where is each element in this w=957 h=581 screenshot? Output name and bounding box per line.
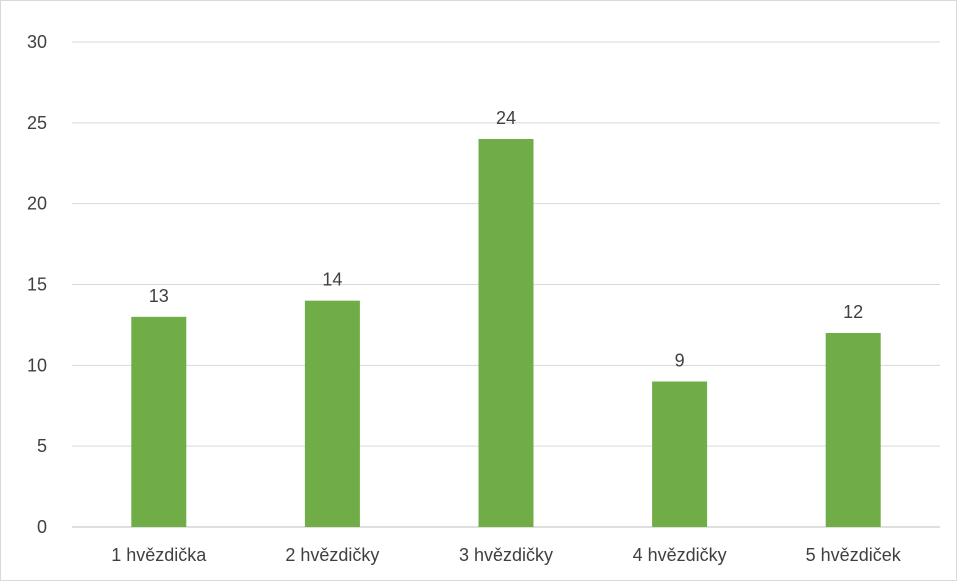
x-tick-label: 5 hvězdiček bbox=[806, 545, 902, 565]
y-tick-label: 25 bbox=[27, 113, 47, 133]
y-tick-label: 5 bbox=[37, 436, 47, 456]
bar bbox=[131, 316, 187, 527]
bar bbox=[652, 381, 708, 527]
data-labels: 13 14 24 9 12 bbox=[149, 108, 863, 371]
bar bbox=[478, 139, 534, 527]
x-tick-label: 1 hvězdička bbox=[111, 545, 207, 565]
y-tick-label: 0 bbox=[37, 517, 47, 537]
bar-series bbox=[131, 139, 881, 527]
y-tick-label: 15 bbox=[27, 275, 47, 295]
y-tick-label: 30 bbox=[27, 32, 47, 52]
x-tick-label: 4 hvězdičky bbox=[633, 545, 727, 565]
x-tick-label: 3 hvězdičky bbox=[459, 545, 553, 565]
y-tick-label: 20 bbox=[27, 194, 47, 214]
data-label: 13 bbox=[149, 286, 169, 306]
x-tick-label: 2 hvězdičky bbox=[285, 545, 379, 565]
y-tick-label: 10 bbox=[27, 355, 47, 375]
bar bbox=[304, 300, 360, 527]
x-axis-tick-labels: 1 hvězdička 2 hvězdičky 3 hvězdičky 4 hvězd… bbox=[111, 545, 901, 565]
data-label: 9 bbox=[675, 351, 685, 371]
data-label: 14 bbox=[322, 270, 342, 290]
data-label: 12 bbox=[843, 302, 863, 322]
data-label: 24 bbox=[496, 108, 516, 128]
bar bbox=[825, 333, 881, 527]
y-axis-tick-labels: 0 5 10 15 20 25 30 bbox=[27, 32, 47, 537]
